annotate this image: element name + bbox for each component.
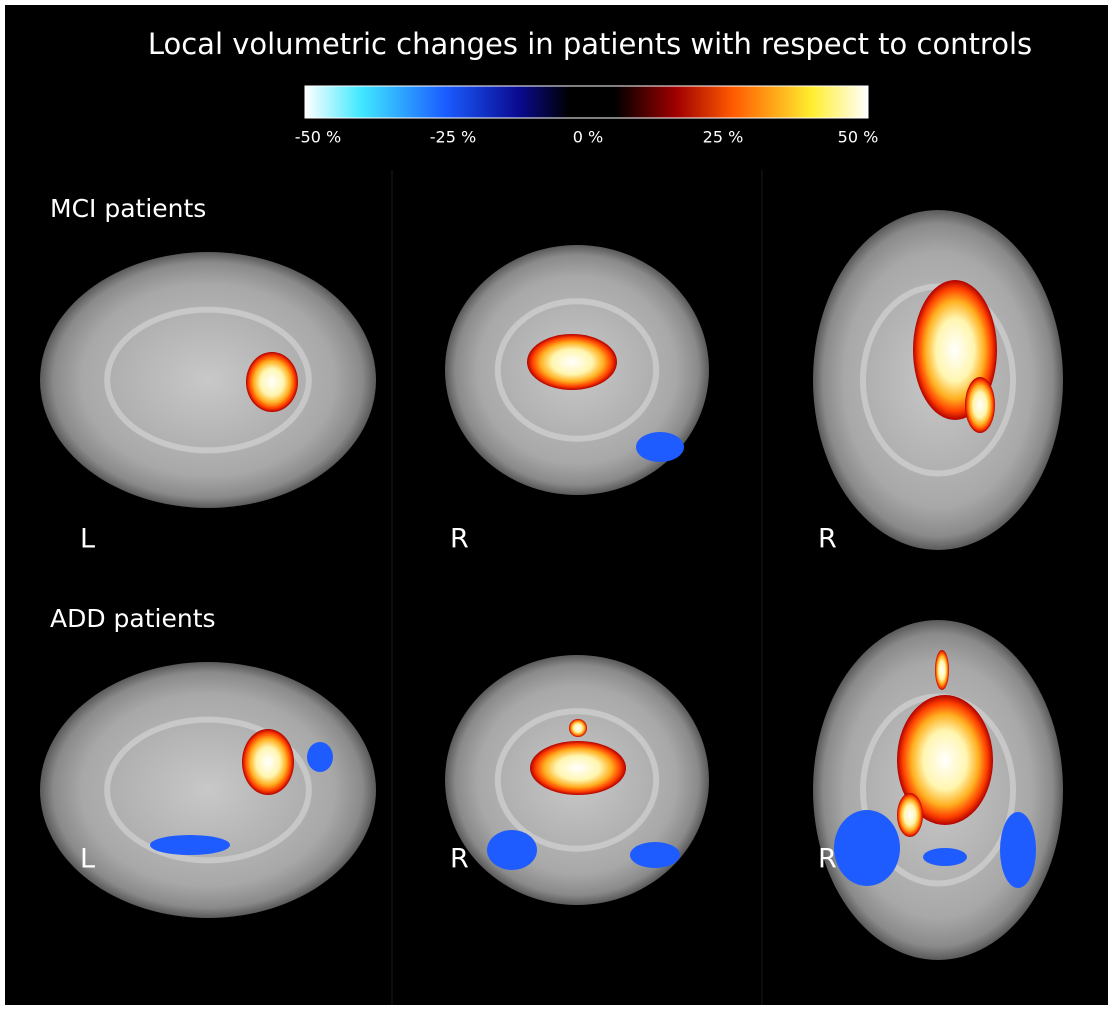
decrease-region [150,835,230,855]
orientation-label: L [80,843,95,874]
brain-slice [40,252,376,508]
orientation-label: R [818,524,837,555]
title: Local volumetric changes in patients wit… [148,27,1032,61]
colorbar-tick-label: -50 % [295,128,341,147]
increase-region [530,741,626,795]
decrease-region [487,830,537,870]
page: Local volumetric changes in patients wit… [0,0,1120,1010]
figure: Local volumetric changes in patients wit… [0,0,1120,1010]
increase-region [935,650,949,690]
decrease-region [1000,812,1036,888]
colorbar-tick-label: 0 % [573,128,603,147]
decrease-region [923,848,967,866]
decrease-region [630,842,680,868]
increase-region [527,334,617,390]
decrease-region [636,432,684,462]
increase-region [965,377,995,433]
row-label: MCI patients [50,194,206,223]
decrease-region [307,742,333,772]
colorbar [305,86,868,118]
increase-region [569,719,587,737]
orientation-label: L [80,524,95,555]
orientation-label: R [450,524,469,555]
decrease-region [834,810,900,886]
orientation-label: R [450,843,469,874]
brain-slice [40,662,376,918]
row-label: ADD patients [50,604,216,633]
orientation-label: R [818,843,837,874]
colorbar-tick-label: -25 % [430,128,476,147]
increase-region [897,793,923,837]
colorbar-tick-label: 50 % [838,128,879,147]
increase-region [246,352,298,412]
increase-region [242,729,294,795]
colorbar-tick-label: 25 % [703,128,744,147]
